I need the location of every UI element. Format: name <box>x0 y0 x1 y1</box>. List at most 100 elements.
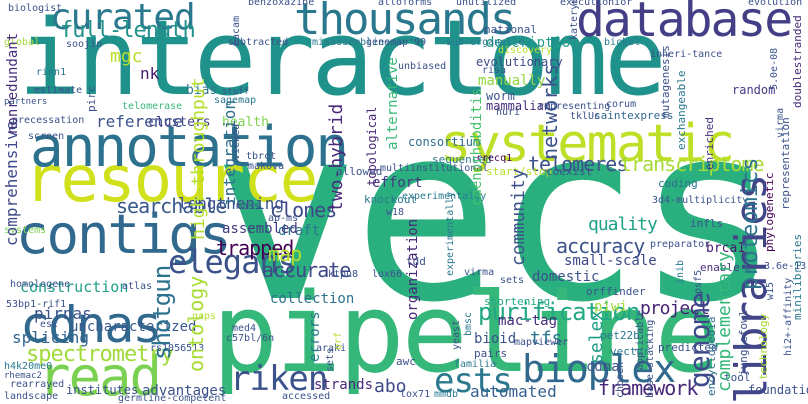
word-esc: rs1056513 <box>150 343 205 354</box>
word-domestic: domestic <box>532 269 600 285</box>
word-technology: technology <box>757 313 770 380</box>
word-sub-organelle: genemap'99 <box>366 37 427 48</box>
word-comprehensive: comprehensive <box>2 120 21 246</box>
word-mac-tag: mac-tag <box>498 313 558 329</box>
word-sequenced: sequenced <box>432 153 492 166</box>
word-ests: ests <box>434 361 513 401</box>
word-enriched: enriched <box>703 117 716 170</box>
word-transcriptome: transcriptome <box>620 152 765 176</box>
word-encyclopedia: encyclopedia <box>705 316 718 396</box>
word-pirnas: pirnas <box>34 304 92 323</box>
word-vpil: mass <box>236 201 261 212</box>
word-enable: enable <box>700 261 740 274</box>
word-mutagenesis: mutagenesis <box>659 45 672 118</box>
word-bmsc: bmsc <box>463 311 474 336</box>
word-foundation: foundation <box>748 383 808 397</box>
word-topological: topological <box>365 106 379 186</box>
word-misassemblies: subtracted <box>228 37 289 48</box>
word-mmdb: lox71 <box>400 389 431 400</box>
word-tklUc: corum <box>606 99 637 110</box>
word-inheri-tance: bickel <box>604 37 641 48</box>
word-bias: bias <box>186 83 218 98</box>
word-shotgun: shotgun <box>148 265 176 360</box>
word-description: description <box>486 35 579 51</box>
word-riken: riken <box>230 359 328 399</box>
word-selex: selex <box>586 309 607 364</box>
word-mgc: mgc <box>110 46 143 67</box>
word-rearrayed: landscape <box>4 391 59 402</box>
word-partners: precessation <box>12 115 85 126</box>
word-evolutionary: evolutionary <box>476 55 563 69</box>
word-alternative: alternative <box>385 57 401 150</box>
word-proteomics: proteomics <box>738 157 763 290</box>
word-biologist: global <box>4 37 41 48</box>
word-lox71: familia <box>454 359 497 370</box>
word-cpsf5: cpsf5 <box>693 269 704 300</box>
word-ontology: ontology <box>184 275 208 372</box>
word-bickel: kateryna <box>569 0 580 40</box>
word-abo: abo <box>374 376 407 397</box>
word-tbrct: sagemap <box>214 95 257 106</box>
word-w15: hi2+-affinity <box>783 277 794 356</box>
word-benzoxazine: misassemblies <box>312 37 391 48</box>
word-tool: awc <box>396 355 416 368</box>
word-representing: huri <box>496 107 521 118</box>
word-pipeline: pipeline <box>212 269 721 397</box>
word-health: health <box>222 115 269 130</box>
word-bioid: bioid <box>474 331 517 347</box>
word-draft: draft <box>278 223 321 239</box>
word-purification: purification <box>478 298 640 326</box>
word-full-length: full-length <box>60 18 196 43</box>
word-kateryna: discovery <box>498 45 553 56</box>
word-pirc: rinn1 <box>36 67 67 78</box>
word-telomeres: telomeres <box>528 152 628 176</box>
word-systematic: systematic <box>440 114 735 174</box>
word-atlas: homologene <box>10 279 71 290</box>
word-clones: clones <box>270 198 337 222</box>
word-effort: effort <box>372 175 423 191</box>
word-automated: automated <box>470 382 557 401</box>
word-collection: collection <box>270 291 355 307</box>
word-hi2-affinity: 5.0e-08 <box>769 47 780 90</box>
word-cdna: cdna <box>586 359 620 375</box>
word-stuff: viewed <box>231 123 242 160</box>
word-high-throughput: high-throughput <box>188 77 209 240</box>
word-discovery: sub-organelle <box>446 37 525 48</box>
word-global: telomerase <box>122 101 183 112</box>
word-random: random <box>732 83 776 97</box>
word-quality: quality <box>588 214 658 235</box>
word-advantages: advantages <box>142 383 227 399</box>
word-sagemap: representing <box>538 101 611 112</box>
word-clusters: clusters <box>148 115 211 130</box>
word-matk: stuff <box>222 87 250 97</box>
word-precessation: screen <box>28 131 65 142</box>
word-pairs: shortening <box>484 295 551 308</box>
word-homologene: 53bp1-rif1 <box>6 299 67 310</box>
word-3-6e-13: ap-ms <box>268 213 299 224</box>
word-curated: curated <box>50 0 196 38</box>
word-evolution: evolution <box>748 0 803 8</box>
word-ap-ms: orf <box>333 331 344 350</box>
word-applicable: gaps <box>192 311 217 322</box>
word-h4k20me0: rhemac2 <box>4 371 42 381</box>
word-estimate: partners <box>4 97 48 107</box>
word-vector: tool <box>724 371 751 384</box>
word-awc: yeast <box>451 319 462 350</box>
word-bioplex: bioplex <box>522 347 676 391</box>
word-virma: w15 <box>765 281 776 300</box>
word-knockout: knockout <box>364 193 417 206</box>
word-iox: w18 <box>386 207 405 218</box>
word-start-stop: start/stop <box>486 165 553 178</box>
word-strands: strands <box>314 377 374 393</box>
word-resource: resource <box>24 143 318 217</box>
word-interactome: interactome <box>18 0 667 119</box>
word-chosen: pairs <box>474 347 508 360</box>
word-vecs: vecs <box>212 72 782 356</box>
word-familia: applicable <box>635 309 646 370</box>
word-accessed: mmdb <box>434 389 459 400</box>
word-predicted: predicted <box>658 341 718 354</box>
word-landscape: germline-competent <box>118 393 227 404</box>
word-worm: worm <box>486 89 515 103</box>
word-gaps: sets <box>500 275 525 286</box>
word-experimentally: sets <box>325 347 336 372</box>
